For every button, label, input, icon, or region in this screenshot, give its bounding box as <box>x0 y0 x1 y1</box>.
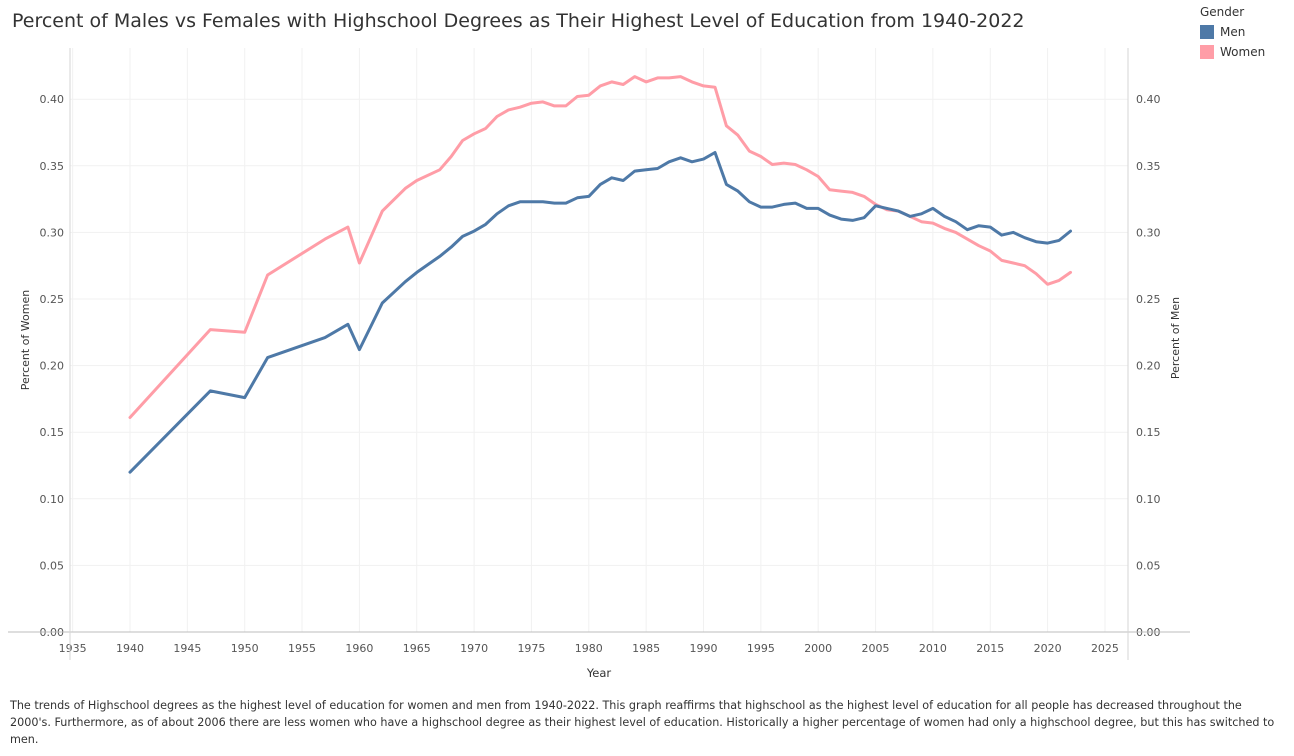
y-tick-label-right: 0.10 <box>1136 493 1161 506</box>
y-tick-label-left: 0.10 <box>40 493 65 506</box>
y-axis-label-left: Percent of Women <box>19 290 32 390</box>
x-tick-label: 1990 <box>690 642 718 655</box>
x-tick-label: 1975 <box>517 642 545 655</box>
series-line-women <box>128 75 1072 419</box>
chart-caption: The trends of Highschool degrees as the … <box>10 699 1275 746</box>
y-tick-label-left: 0.15 <box>40 426 65 439</box>
x-tick-label: 2020 <box>1034 642 1062 655</box>
y-tick-label-right: 0.40 <box>1136 93 1161 106</box>
x-tick-label: 1985 <box>632 642 660 655</box>
legend-title: Gender <box>1200 5 1245 19</box>
x-tick-label: 1960 <box>345 642 373 655</box>
y-tick-label-left: 0.35 <box>40 160 65 173</box>
y-axis-label-right: Percent of Men <box>1169 297 1182 379</box>
y-tick-label-right: 0.20 <box>1136 360 1161 373</box>
legend-label-men: Men <box>1220 25 1246 39</box>
y-tick-label-left: 0.25 <box>40 293 65 306</box>
x-tick-label: 2015 <box>976 642 1004 655</box>
x-tick-label: 1995 <box>747 642 775 655</box>
y-tick-label-left: 0.40 <box>40 93 65 106</box>
y-tick-label-left: 0.30 <box>40 226 65 239</box>
x-tick-label: 1965 <box>403 642 431 655</box>
y-tick-label-right: 0.15 <box>1136 426 1161 439</box>
x-tick-label: 2005 <box>862 642 890 655</box>
chart-title: Percent of Males vs Females with Highsch… <box>12 10 1025 32</box>
y-tick-label-left: 0.20 <box>40 360 65 373</box>
x-tick-label: 2000 <box>804 642 832 655</box>
x-axis-label: Year <box>586 666 612 680</box>
x-tick-label: 1980 <box>575 642 603 655</box>
legend-swatch-women <box>1200 45 1214 59</box>
series-line-men <box>128 151 1072 474</box>
y-tick-label-left: 0.05 <box>40 559 65 572</box>
legend-label-women: Women <box>1220 45 1266 59</box>
y-tick-label-right: 0.30 <box>1136 226 1161 239</box>
series-lines <box>128 75 1072 474</box>
axes: 1935 1940 1945 1950 1955 1960 1965 1970 1975 1980… <box>8 48 1190 660</box>
x-tick-label: 1970 <box>460 642 488 655</box>
x-tick-label: 1955 <box>288 642 316 655</box>
x-tick-label: 1935 <box>59 642 87 655</box>
x-tick-label: 2010 <box>919 642 947 655</box>
legend-item-men[interactable]: Men <box>1200 22 1265 42</box>
y-tick-label-right: 0.35 <box>1136 160 1161 173</box>
x-tick-label: 1950 <box>231 642 259 655</box>
y-tick-label-right: 0.25 <box>1136 293 1161 306</box>
gridlines <box>70 48 1128 632</box>
x-tick-label: 2025 <box>1091 642 1119 655</box>
line-chart: 1935 1940 1945 1950 1955 1960 1965 1970 1975 1980… <box>8 48 1190 680</box>
x-tick-label: 1945 <box>173 642 201 655</box>
legend-item-women[interactable]: Women <box>1200 42 1265 62</box>
legend-swatch-men <box>1200 25 1214 39</box>
x-tick-label: 1940 <box>116 642 144 655</box>
legend: Gender Men Women <box>1200 5 1265 62</box>
y-tick-label-right: 0.05 <box>1136 559 1161 572</box>
